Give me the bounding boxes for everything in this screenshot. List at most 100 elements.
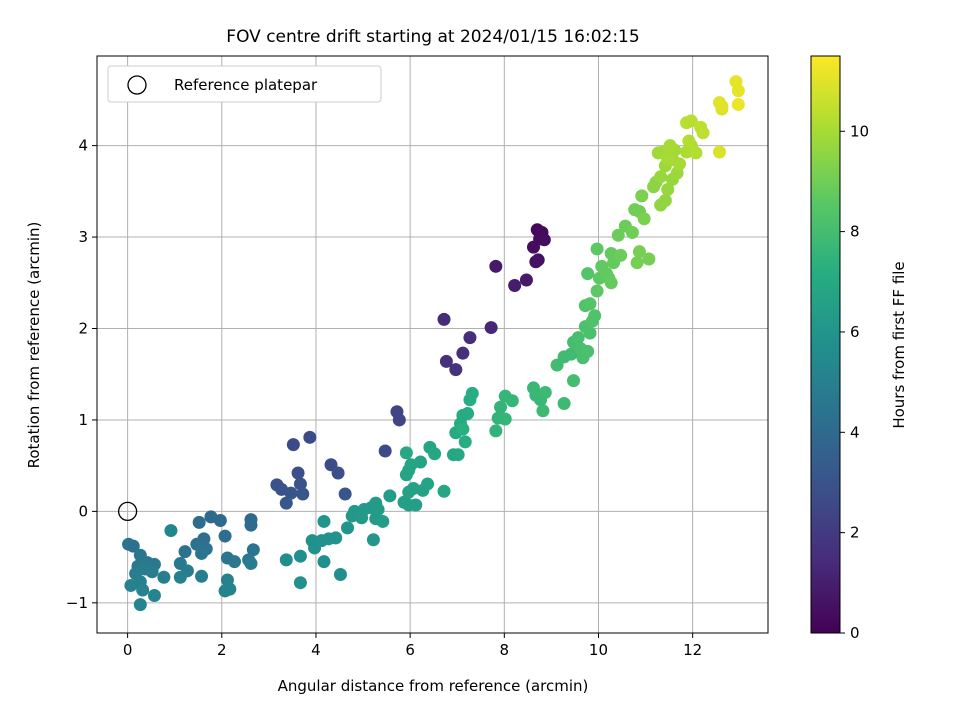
data-point [625,225,639,239]
x-axis-label: Angular distance from reference (arcmin) [278,677,589,695]
data-point [519,273,533,287]
data-point [244,518,258,532]
reference-platepar-marker [117,501,138,522]
data-point [715,99,729,113]
data-point [227,555,241,569]
data-point [279,553,293,567]
data-point [133,598,147,612]
data-point [538,386,552,400]
data-point [157,570,171,584]
data-point [489,259,503,273]
x-tick-label: 0 [123,641,133,659]
data-point [505,394,519,408]
data-point [484,321,498,335]
data-point [583,326,597,340]
data-point [581,344,595,358]
data-point [630,256,644,270]
data-point [637,212,651,226]
data-point [409,498,423,512]
y-tick-label: 3 [78,228,88,246]
data-point [218,529,232,543]
data-point [590,242,604,256]
colorbar-label: Hours from first FF file [890,261,908,428]
data-point [529,255,543,269]
data-point [536,404,550,418]
y-tick-label: 4 [78,137,88,155]
data-point [564,347,578,361]
data-point [293,477,307,491]
data-point [537,233,551,247]
legend-label: Reference platepar [174,76,318,94]
colorbar-gradient [810,55,841,634]
plot-frame [96,55,769,634]
data-point [689,146,703,160]
data-point [286,438,300,452]
data-point [291,466,305,480]
data-point [329,531,343,545]
colorbar: 0 2 4 6 8 10 Hours from first FF file [810,55,908,642]
data-point [246,543,260,557]
legend-marker [127,75,147,95]
data-point [731,97,745,111]
data-point [508,279,522,293]
x-tick-label: 10 [589,641,608,659]
data-point [213,514,227,528]
data-point [296,487,310,501]
data-point [661,152,675,166]
colorbar-tick-label: 2 [850,524,860,542]
legend: Reference platepar [107,65,382,103]
data-point [661,183,675,197]
data-point [392,413,406,427]
data-point [611,228,625,242]
x-tick-label: 4 [311,641,321,659]
colorbar-ticks: 0 2 4 6 8 10 [840,122,869,642]
data-point [333,567,347,581]
data-point [583,297,597,311]
data-point [635,189,649,203]
data-point [195,569,209,583]
data-point [731,84,745,98]
data-point [632,245,646,259]
colorbar-tick-label: 4 [850,423,860,441]
data-points [122,75,745,612]
data-point [449,363,463,377]
data-point [317,555,331,569]
data-point [173,570,187,584]
y-axis-ticks: −1 0 1 2 3 4 [66,137,97,612]
data-point [428,447,442,461]
y-axis-label: Rotation from reference (arcmin) [25,222,43,469]
data-point [293,549,307,563]
data-point [663,139,677,153]
data-point [378,444,392,458]
data-point [712,145,726,159]
data-point [654,170,668,184]
data-point [527,240,541,254]
data-point [567,374,581,388]
data-point [279,496,293,510]
data-point [341,521,355,535]
colorbar-tick-label: 6 [850,323,860,341]
colorbar-tick-label: 0 [850,624,860,642]
colorbar-tick-label: 8 [850,223,860,241]
chart-title: FOV centre drift starting at 2024/01/15 … [226,27,639,47]
data-point [126,539,140,553]
data-point [614,248,628,262]
data-point [588,309,602,323]
data-point [244,557,258,571]
data-point [494,400,508,414]
y-tick-label: 0 [78,502,88,520]
data-point [498,412,512,426]
data-point [145,565,159,579]
data-point [136,583,150,597]
data-point [571,331,585,345]
x-tick-label: 6 [405,641,415,659]
data-point [642,252,656,266]
x-tick-label: 2 [217,641,227,659]
data-point [178,545,192,559]
data-point [489,424,503,438]
data-point [218,584,232,598]
data-point [399,446,413,460]
x-tick-label: 8 [500,641,510,659]
data-point [682,134,696,148]
data-point [465,386,479,400]
